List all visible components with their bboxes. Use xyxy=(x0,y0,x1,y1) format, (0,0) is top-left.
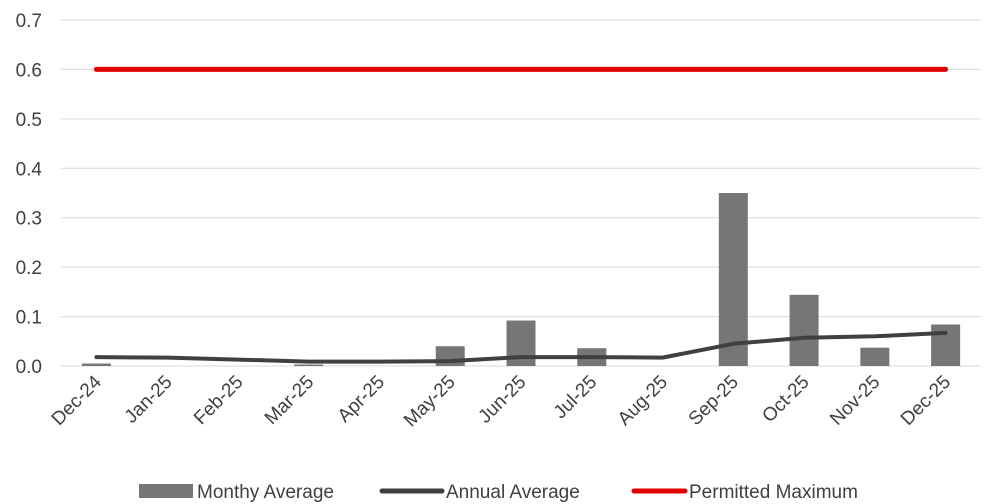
x-tick-label: Nov-25 xyxy=(826,372,884,430)
x-tick-label: Dec-24 xyxy=(48,371,106,429)
legend: Monthy Average Annual Average Permitted Ma… xyxy=(139,482,858,503)
x-tick-label: Oct-25 xyxy=(758,372,813,427)
y-axis-ticks: 0.0 0.1 0.2 0.3 0.4 0.5 0.6 0.7 xyxy=(16,11,43,378)
legend-label-annual-average: Annual Average xyxy=(446,482,580,503)
y-tick-label: 0.1 xyxy=(16,308,42,329)
bar-Dec-24 xyxy=(81,363,111,366)
y-tick-label: 0.0 xyxy=(16,357,42,378)
monthly-average-bars xyxy=(81,193,961,366)
x-tick-label: Aug-25 xyxy=(614,372,672,430)
bar-Oct-25 xyxy=(789,294,819,366)
legend-swatch-monthy-average xyxy=(139,484,193,498)
x-tick-label: Sep-25 xyxy=(685,372,743,430)
annual-average-line xyxy=(94,330,948,364)
x-tick-label: Feb-25 xyxy=(190,372,247,429)
x-tick-label: Jan-25 xyxy=(121,372,177,428)
x-tick-label: Dec-25 xyxy=(897,372,955,430)
bar-Dec-25 xyxy=(931,324,961,366)
legend-label-permitted-maximum: Permitted Maximum xyxy=(689,482,858,503)
x-axis-ticks: Dec-24 Jan-25 Feb-25 Mar-25 Apr-25 May-25 Jun-… xyxy=(48,371,955,431)
y-tick-label: 0.6 xyxy=(16,60,42,81)
x-tick-label: Mar-25 xyxy=(261,372,318,429)
legend-label-monthy-average: Monthy Average xyxy=(197,482,334,503)
x-tick-label: May-25 xyxy=(400,372,460,432)
y-tick-label: 0.4 xyxy=(16,159,43,180)
y-tick-label: 0.5 xyxy=(16,110,42,131)
bar-Sep-25 xyxy=(718,193,748,366)
bar-Mar-25 xyxy=(294,364,324,366)
x-tick-label: Jun-25 xyxy=(475,372,531,428)
x-tick-label: Apr-25 xyxy=(334,372,389,427)
x-tick-label: Jul-25 xyxy=(550,372,601,423)
bar-Nov-25 xyxy=(860,347,890,366)
y-tick-label: 0.7 xyxy=(16,11,42,32)
y-tick-label: 0.2 xyxy=(16,258,42,279)
line-series xyxy=(93,66,949,364)
y-tick-label: 0.3 xyxy=(16,209,42,230)
